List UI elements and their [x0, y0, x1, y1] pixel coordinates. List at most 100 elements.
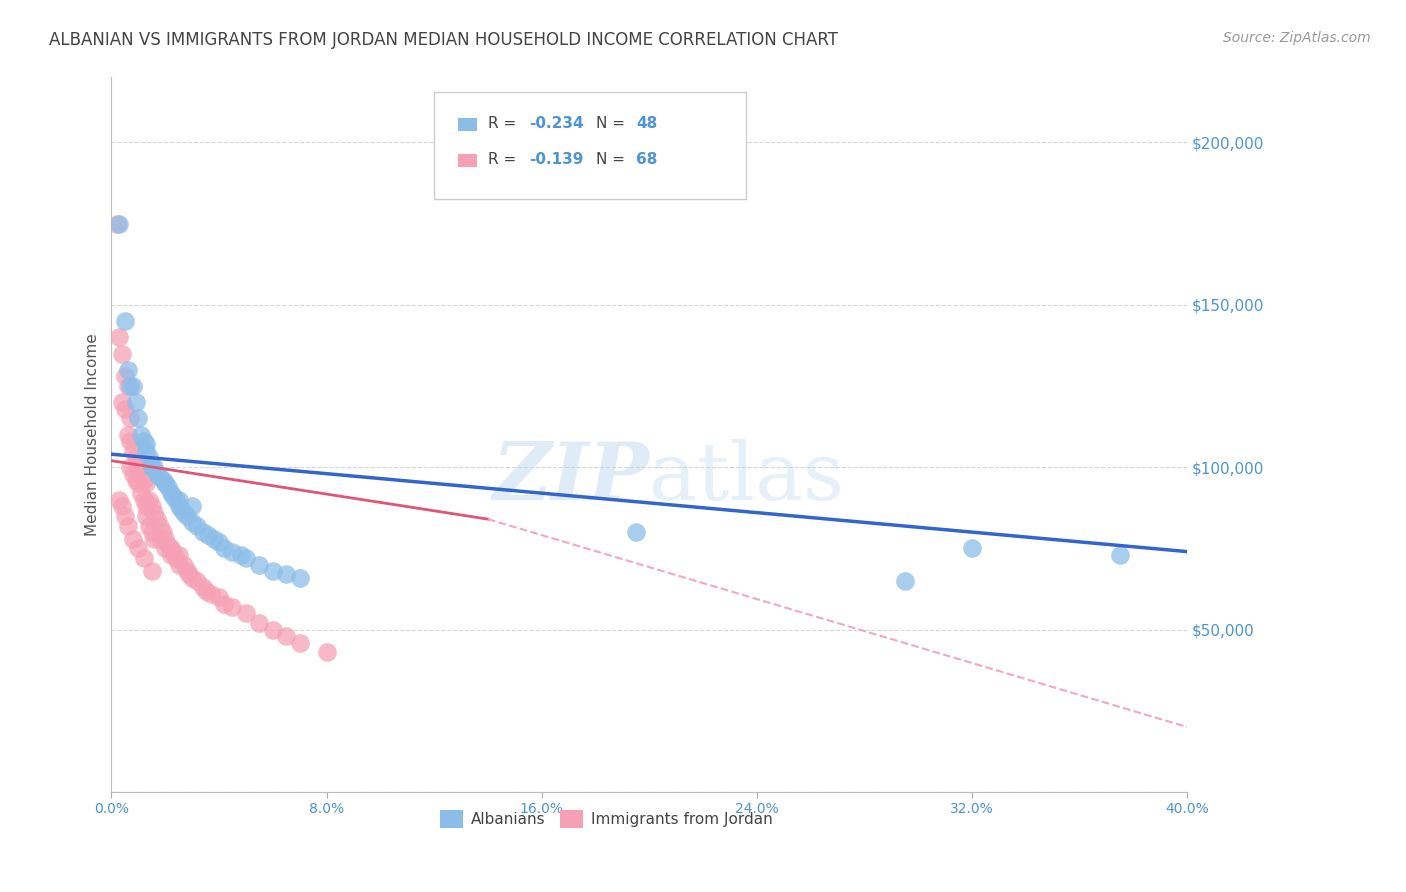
Point — [122, 532, 145, 546]
Point — [122, 379, 145, 393]
Point — [191, 525, 214, 540]
Point — [208, 534, 231, 549]
Point — [117, 427, 139, 442]
Point — [114, 314, 136, 328]
Point — [247, 616, 270, 631]
Y-axis label: Median Household Income: Median Household Income — [86, 334, 100, 536]
Point — [179, 567, 201, 582]
Text: R =: R = — [488, 153, 522, 167]
Point — [120, 411, 142, 425]
Point — [135, 444, 157, 458]
Point — [235, 607, 257, 621]
Point — [165, 551, 187, 566]
Point — [159, 541, 181, 556]
Point — [214, 597, 236, 611]
Point — [117, 379, 139, 393]
Point — [129, 427, 152, 442]
Point — [127, 541, 149, 556]
Point — [315, 645, 337, 659]
Point — [235, 551, 257, 566]
Point — [149, 518, 172, 533]
Point — [111, 395, 134, 409]
Point — [143, 460, 166, 475]
Point — [129, 486, 152, 500]
Point — [186, 574, 208, 588]
Point — [141, 460, 163, 475]
Point — [288, 571, 311, 585]
Point — [247, 558, 270, 572]
Point — [960, 541, 983, 556]
Point — [132, 434, 155, 449]
Point — [135, 437, 157, 451]
Text: -0.234: -0.234 — [529, 116, 583, 131]
Point — [153, 476, 176, 491]
Point — [138, 518, 160, 533]
Point — [167, 499, 190, 513]
Point — [141, 564, 163, 578]
Point — [117, 518, 139, 533]
Point — [214, 541, 236, 556]
Point — [141, 525, 163, 540]
Point — [129, 460, 152, 475]
Point — [143, 506, 166, 520]
Point — [181, 516, 204, 530]
Point — [173, 506, 195, 520]
Point — [153, 476, 176, 491]
Point — [122, 444, 145, 458]
Point — [146, 512, 169, 526]
Text: 68: 68 — [637, 153, 658, 167]
Point — [117, 363, 139, 377]
Point — [120, 434, 142, 449]
Point — [276, 629, 298, 643]
Point — [176, 564, 198, 578]
Point — [197, 528, 219, 542]
Point — [894, 574, 917, 588]
Text: atlas: atlas — [650, 439, 845, 516]
Point — [221, 599, 243, 614]
Point — [276, 567, 298, 582]
Point — [124, 450, 146, 465]
Point — [221, 544, 243, 558]
Point — [132, 473, 155, 487]
Point — [135, 476, 157, 491]
Text: N =: N = — [596, 153, 630, 167]
Point — [111, 499, 134, 513]
Point — [1109, 548, 1132, 562]
Point — [162, 544, 184, 558]
Point — [135, 508, 157, 523]
Point — [159, 548, 181, 562]
Point — [149, 532, 172, 546]
Point — [165, 492, 187, 507]
Point — [167, 492, 190, 507]
Point — [149, 470, 172, 484]
Point — [120, 460, 142, 475]
Point — [114, 508, 136, 523]
Point — [288, 635, 311, 649]
Point — [156, 538, 179, 552]
Point — [208, 590, 231, 604]
Point — [624, 525, 647, 540]
Text: ALBANIAN VS IMMIGRANTS FROM JORDAN MEDIAN HOUSEHOLD INCOME CORRELATION CHART: ALBANIAN VS IMMIGRANTS FROM JORDAN MEDIA… — [49, 31, 838, 49]
Point — [176, 508, 198, 523]
Point — [152, 473, 174, 487]
Point — [122, 467, 145, 481]
Point — [229, 548, 252, 562]
Point — [132, 492, 155, 507]
Point — [181, 499, 204, 513]
Point — [138, 450, 160, 465]
Point — [170, 502, 193, 516]
Point — [162, 490, 184, 504]
Point — [108, 492, 131, 507]
Legend: Albanians, Immigrants from Jordan: Albanians, Immigrants from Jordan — [434, 804, 779, 834]
Point — [194, 583, 217, 598]
Point — [153, 532, 176, 546]
Point — [153, 541, 176, 556]
Point — [191, 580, 214, 594]
Point — [152, 525, 174, 540]
Text: ZIP: ZIP — [492, 439, 650, 516]
Point — [262, 564, 284, 578]
Point — [132, 551, 155, 566]
Point — [127, 411, 149, 425]
Point — [120, 379, 142, 393]
Point — [124, 473, 146, 487]
